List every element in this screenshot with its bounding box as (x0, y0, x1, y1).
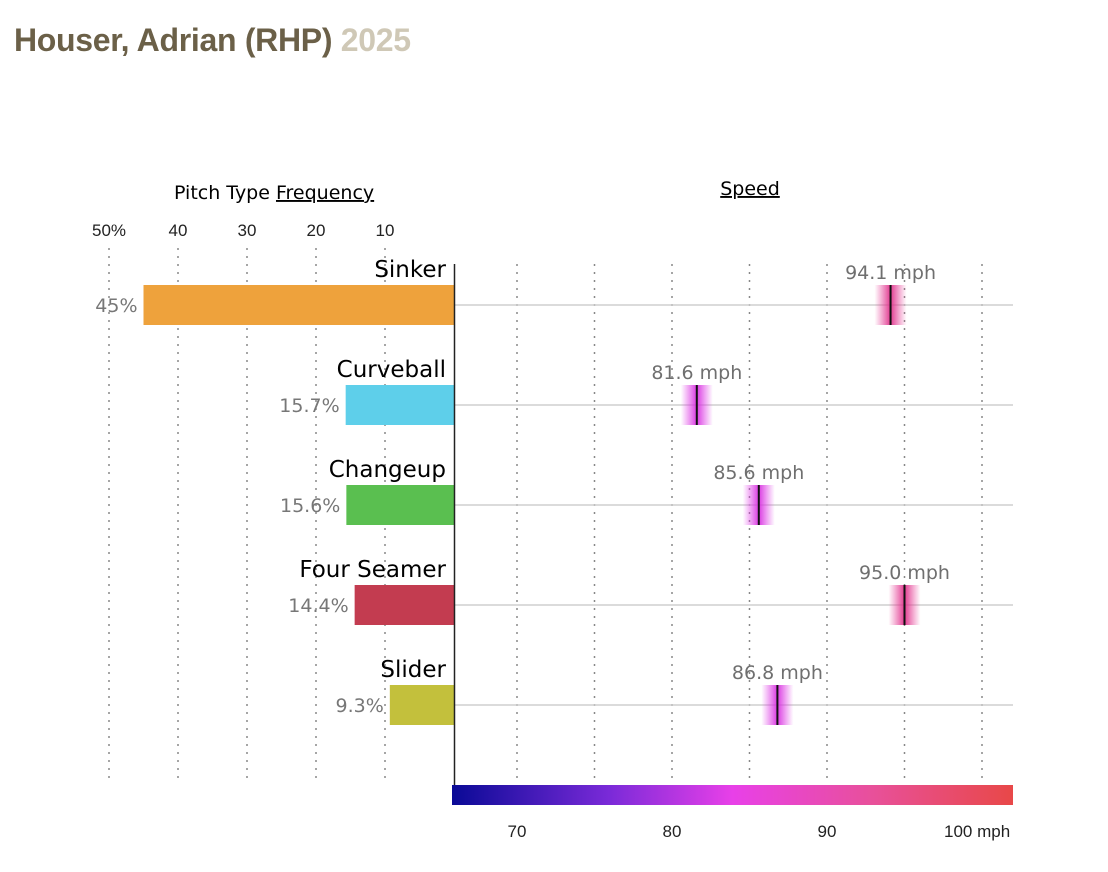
pitch-name: Four Seamer (299, 557, 446, 583)
speed-header-link[interactable]: Speed (720, 178, 780, 200)
frequency-bar (345, 385, 454, 425)
speed-tick-label: 80 (663, 822, 682, 841)
frequency-bar (389, 685, 454, 725)
speed-color-scale (452, 785, 1013, 805)
speed-tick-label: 70 (508, 822, 527, 841)
pitch-name: Curveball (337, 357, 446, 383)
speed-tick-label: 100 mph (944, 822, 1010, 841)
freq-tick-label: 10 (376, 221, 395, 240)
frequency-label: 15.6% (280, 495, 340, 517)
freq-tick-label: 40 (169, 221, 188, 240)
frequency-label: 9.3% (336, 695, 384, 717)
pitch-name: Sinker (374, 257, 446, 283)
speed-label: 94.1 mph (845, 262, 936, 284)
frequency-label: 15.7% (279, 395, 339, 417)
speed-tick-label: 90 (818, 822, 837, 841)
frequency-bar (143, 285, 454, 325)
freq-tick-label: 30 (238, 221, 257, 240)
pitcher-name: Houser, Adrian (RHP) (14, 22, 333, 58)
frequency-header-prefix: Pitch Type (174, 182, 276, 204)
page-title: Houser, Adrian (RHP) 2025 (14, 22, 411, 59)
speed-label: 86.8 mph (732, 662, 823, 684)
frequency-header-link[interactable]: Frequency (276, 182, 374, 204)
frequency-bar (354, 585, 454, 625)
pitch-name: Changeup (329, 457, 446, 483)
frequency-label: 45% (95, 295, 137, 317)
frequency-label: 14.4% (288, 595, 348, 617)
frequency-header: Pitch Type Frequency (174, 182, 374, 204)
speed-label: 95.0 mph (859, 562, 950, 584)
freq-tick-label: 20 (307, 221, 326, 240)
pitch-name: Slider (380, 657, 446, 683)
frequency-bar (346, 485, 454, 525)
speed-label: 81.6 mph (651, 362, 742, 384)
speed-label: 85.6 mph (713, 462, 804, 484)
freq-tick-label: 50% (92, 221, 126, 240)
season-year: 2025 (340, 22, 411, 58)
